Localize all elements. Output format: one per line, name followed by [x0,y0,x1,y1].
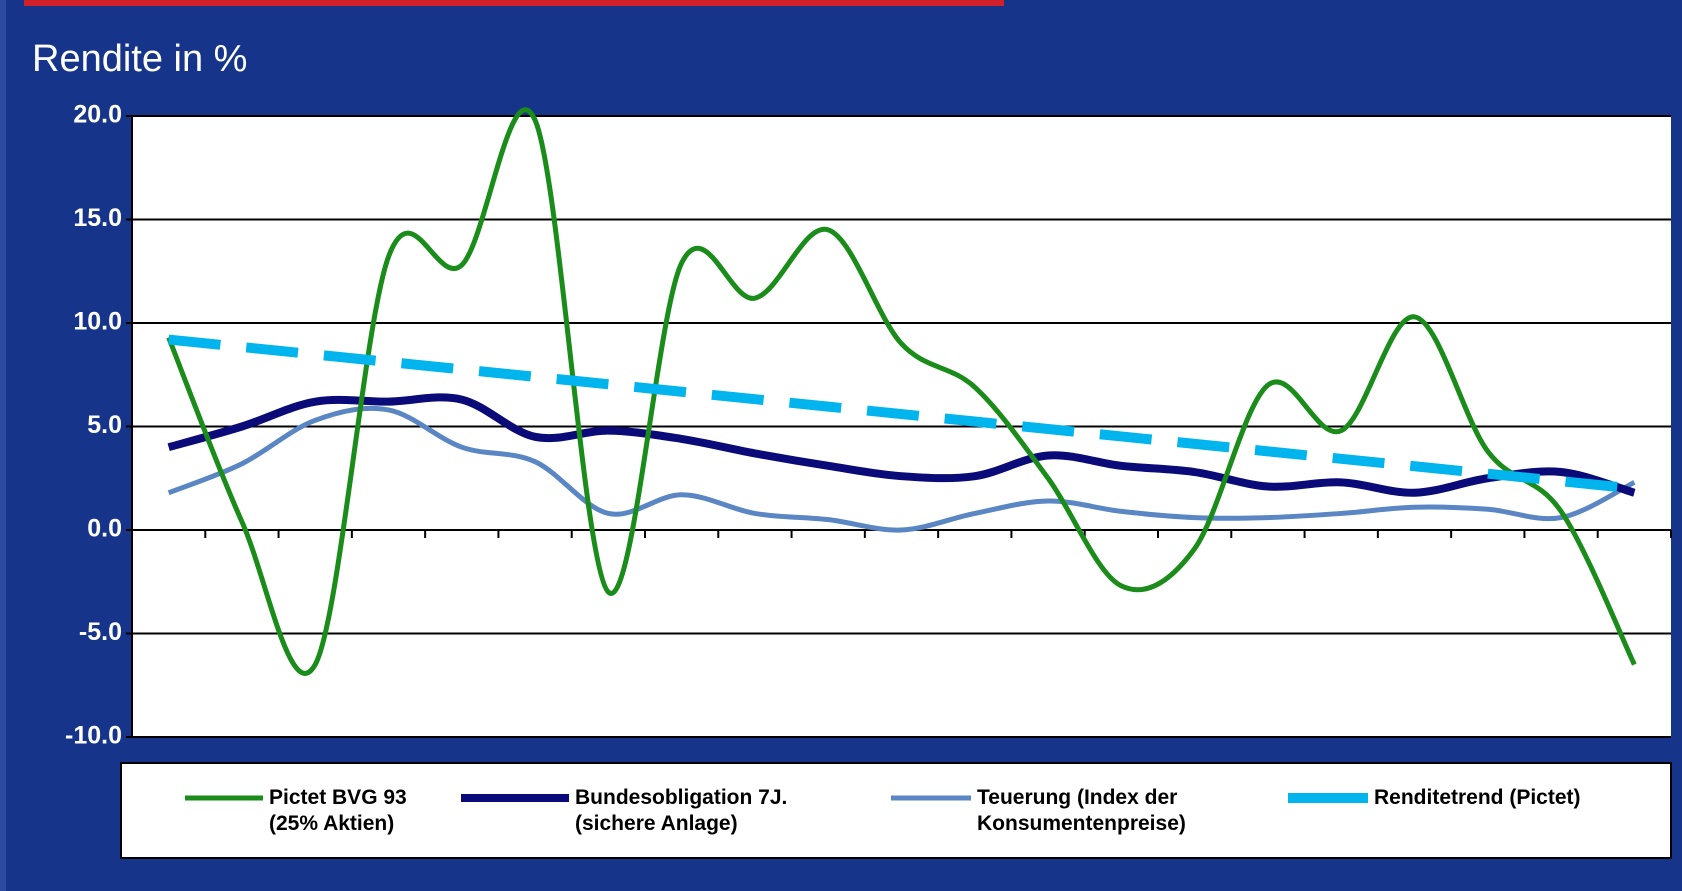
y-tick-label: -5.0 [79,618,122,646]
series-line [166,107,1637,676]
series-line [167,393,1636,497]
legend-box [120,762,1672,859]
legend-label: Teuerung (Index der Konsumentenpreise) [977,786,1186,835]
series-line [167,405,1636,533]
series-line [168,334,1635,494]
header-bar [24,0,1004,6]
y-tick-label: 15.0 [73,204,122,232]
edge [0,0,6,891]
y-tick-label: 10.0 [73,308,122,336]
legend-label: Bundesobligation 7J. (sichere Anlage) [575,786,788,835]
y-tick-label: -10.0 [65,722,122,750]
chart-title: Rendite in % [32,38,247,80]
y-tick-label: 0.0 [87,515,122,543]
y-tick-label: 5.0 [87,411,122,439]
legend-label: Renditetrend (Pictet) [1374,786,1581,809]
y-tick-label: 20.0 [73,101,122,129]
legend-label: Pictet BVG 93 (25% Aktien) [269,786,407,835]
